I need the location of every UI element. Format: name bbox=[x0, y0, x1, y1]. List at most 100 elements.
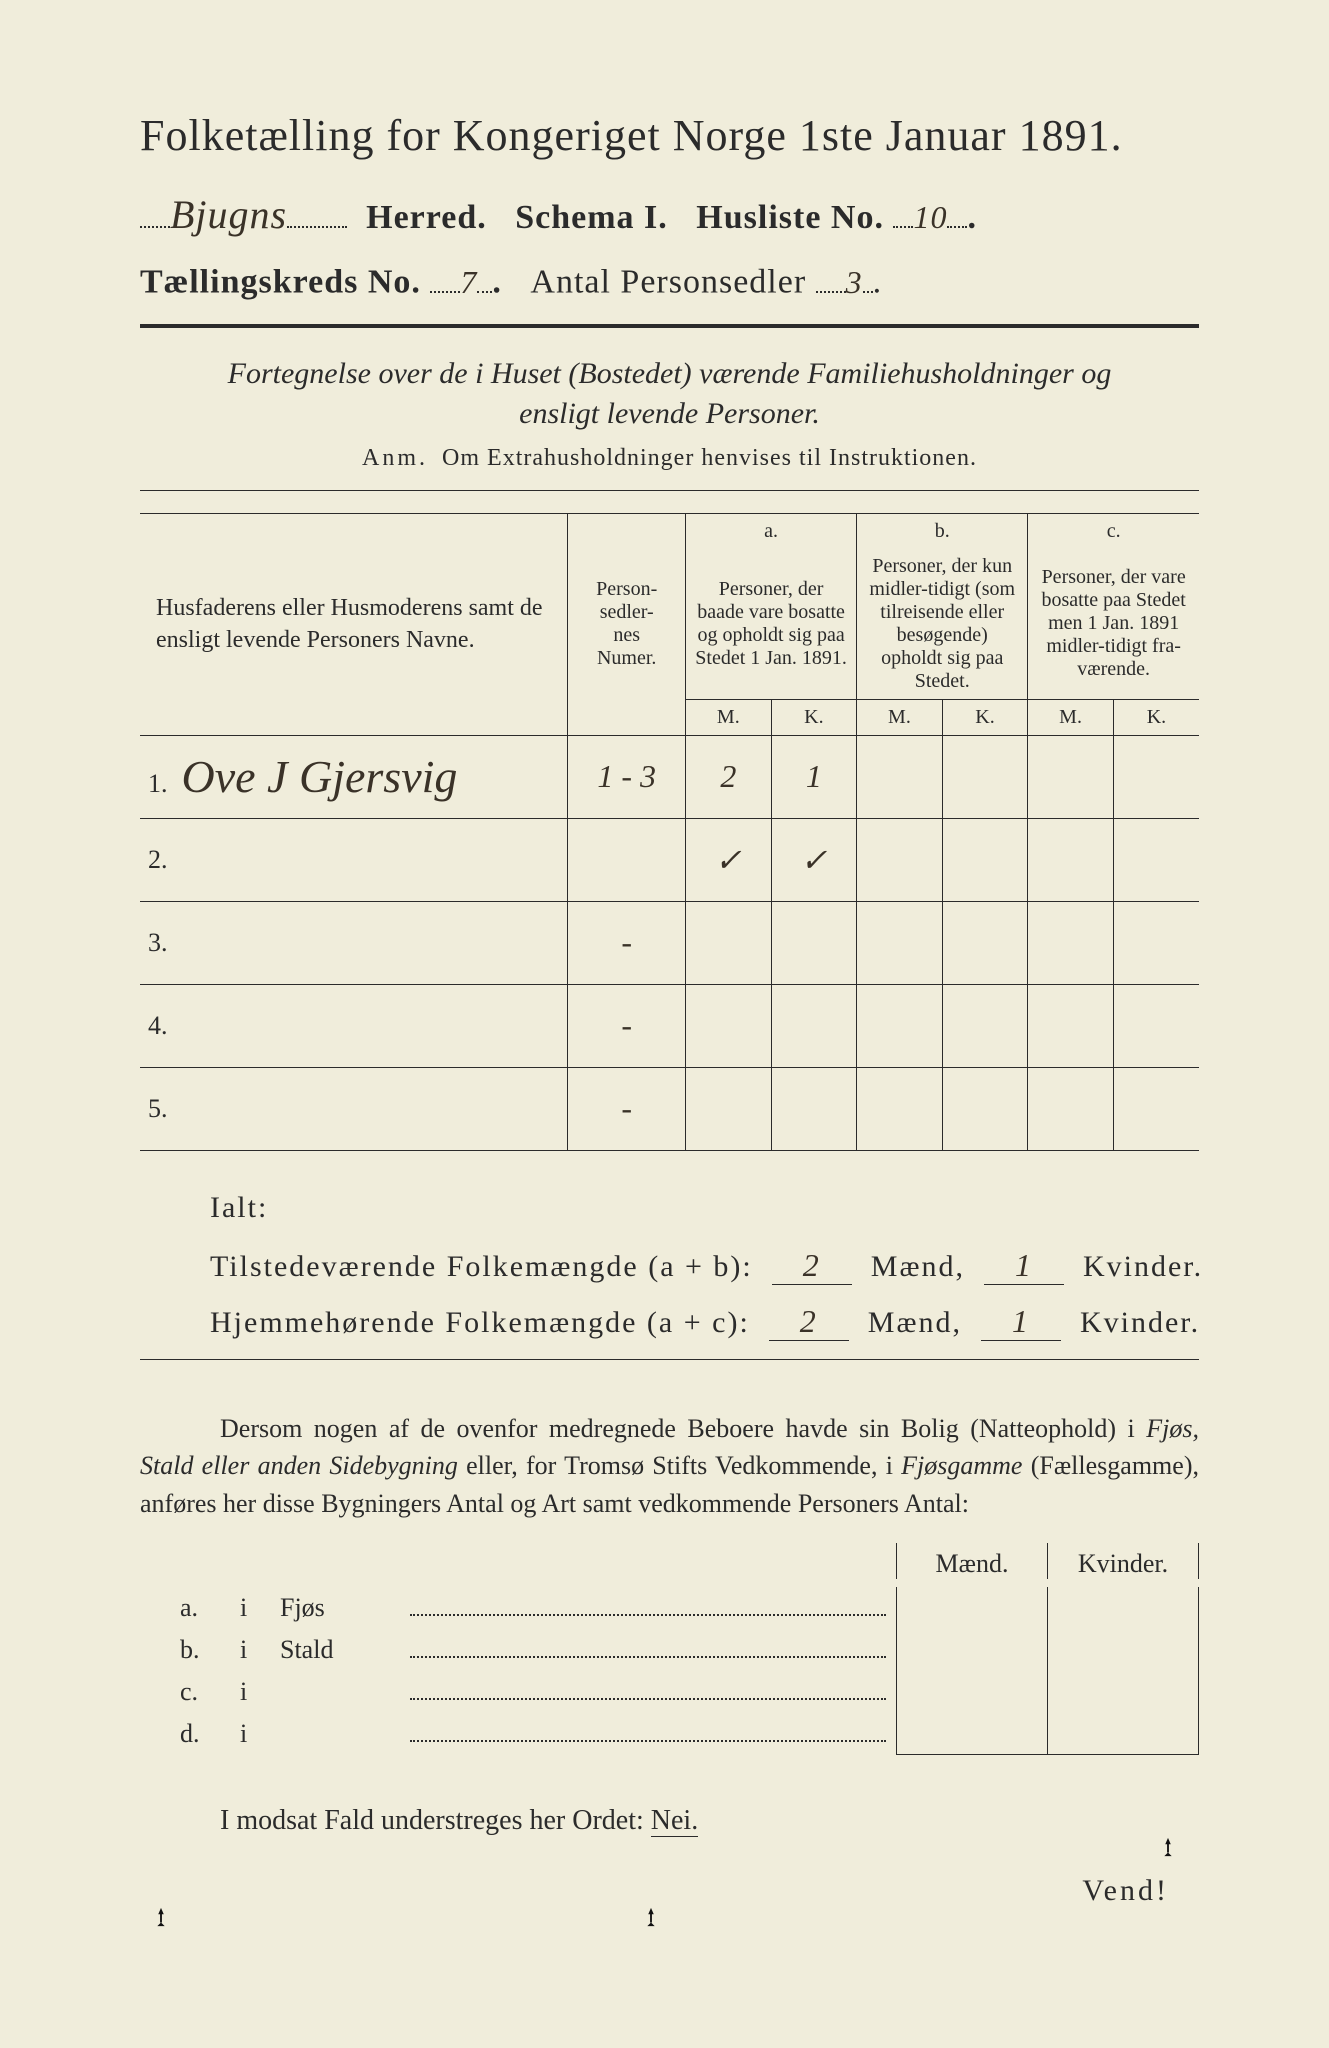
cell-c-k bbox=[1113, 818, 1199, 901]
byg-header: Mænd. Kvinder. bbox=[140, 1543, 1199, 1579]
cell-name: 1.Ove J Gjersvig bbox=[140, 735, 568, 818]
cell-c-m bbox=[1028, 818, 1114, 901]
cell-a-m: ✓ bbox=[686, 818, 772, 901]
cell-name: 5. bbox=[140, 1067, 568, 1150]
cell-a-k bbox=[771, 984, 857, 1067]
header-line-3: Tællingskreds No. 7. Antal Personsedler … bbox=[140, 260, 1199, 302]
th-num: Person- sedler- nes Numer. bbox=[568, 513, 686, 735]
main-table: Husfaderens eller Husmoderens samt de en… bbox=[140, 513, 1199, 1151]
cell-c-k bbox=[1113, 735, 1199, 818]
th-c-top: c. bbox=[1028, 513, 1199, 549]
anm-lead: Anm. bbox=[362, 445, 428, 471]
th-a-m: M. bbox=[686, 699, 772, 735]
rule-1 bbox=[140, 324, 1199, 328]
byg-row: c.i bbox=[140, 1671, 896, 1713]
nei-line: I modsat Fald understreges her Ordet: Ne… bbox=[140, 1805, 1199, 1837]
cell-name: 2. bbox=[140, 818, 568, 901]
cell-b-m bbox=[857, 735, 943, 818]
th-c-m: M. bbox=[1028, 699, 1114, 735]
cell-b-k bbox=[942, 818, 1028, 901]
cell-b-m bbox=[857, 818, 943, 901]
cell-c-m bbox=[1028, 901, 1114, 984]
cell-b-k bbox=[942, 735, 1028, 818]
cell-c-m bbox=[1028, 1067, 1114, 1150]
header-line-2: Bjugns Herred. Schema I. Husliste No. 10… bbox=[140, 191, 1199, 238]
census-form-page: Folketælling for Kongeriget Norge 1ste J… bbox=[0, 0, 1329, 2048]
cell-c-m bbox=[1028, 735, 1114, 818]
anm-line: Anm. Om Extrahusholdninger henvises til … bbox=[140, 445, 1199, 472]
cell-a-k: 1 bbox=[771, 735, 857, 818]
cell-b-m bbox=[857, 901, 943, 984]
cell-num: - bbox=[568, 984, 686, 1067]
cell-a-k bbox=[771, 901, 857, 984]
herred-handwritten: Bjugns bbox=[170, 191, 287, 238]
byg-box: a.iFjøsb.iStaldc.id.i bbox=[140, 1587, 1199, 1755]
cell-b-m bbox=[857, 984, 943, 1067]
l2-m: 2 bbox=[800, 1303, 818, 1340]
cell-a-k: ✓ bbox=[771, 818, 857, 901]
cell-c-k bbox=[1113, 984, 1199, 1067]
husliste-label: Husliste No. bbox=[696, 199, 884, 236]
cell-b-m bbox=[857, 1067, 943, 1150]
cell-a-k bbox=[771, 1067, 857, 1150]
schema-label: Schema I. bbox=[515, 199, 668, 236]
table-row: 1.Ove J Gjersvig1 - 321 bbox=[140, 735, 1199, 818]
ialt-label: Ialt: bbox=[210, 1191, 1199, 1225]
l1-m: 2 bbox=[803, 1247, 821, 1284]
cell-c-k bbox=[1113, 901, 1199, 984]
pin-icon bbox=[150, 1906, 172, 1928]
subtitle: Fortegnelse over de i Huset (Bostedet) v… bbox=[220, 354, 1120, 435]
kreds-label: Tællingskreds No. bbox=[140, 264, 421, 301]
sum-line-2: Hjemmehørende Folkemængde (a + c): 2 Mæn… bbox=[210, 1303, 1199, 1341]
byg-row: a.iFjøs bbox=[140, 1587, 896, 1629]
cell-name: 3. bbox=[140, 901, 568, 984]
cell-a-m bbox=[686, 984, 772, 1067]
th-b-k: K. bbox=[942, 699, 1028, 735]
table-row: 4.- bbox=[140, 984, 1199, 1067]
byg-row: b.iStald bbox=[140, 1629, 896, 1671]
th-b-top: b. bbox=[857, 513, 1028, 549]
cell-b-k bbox=[942, 984, 1028, 1067]
paragraph: Dersom nogen af de ovenfor medregnede Be… bbox=[140, 1410, 1199, 1523]
herred-label: Herred. bbox=[366, 199, 487, 236]
vend-label: Vend! bbox=[1082, 1874, 1169, 1908]
cell-name: 4. bbox=[140, 984, 568, 1067]
cell-num bbox=[568, 818, 686, 901]
l2-k: 1 bbox=[1012, 1303, 1030, 1340]
cell-num: - bbox=[568, 1067, 686, 1150]
rule-3 bbox=[140, 1359, 1199, 1360]
l1-k: 1 bbox=[1015, 1247, 1033, 1284]
table-row: 3.- bbox=[140, 901, 1199, 984]
table-row: 5.- bbox=[140, 1067, 1199, 1150]
cell-b-k bbox=[942, 901, 1028, 984]
cell-c-k bbox=[1113, 1067, 1199, 1150]
th-c: Personer, der vare bosatte paa Stedet me… bbox=[1028, 549, 1199, 700]
th-name: Husfaderens eller Husmoderens samt de en… bbox=[140, 513, 568, 735]
cell-num: - bbox=[568, 901, 686, 984]
th-a-top: a. bbox=[686, 513, 857, 549]
cell-b-k bbox=[942, 1067, 1028, 1150]
antal-handwritten: 3 bbox=[846, 264, 863, 301]
th-b-m: M. bbox=[857, 699, 943, 735]
page-title: Folketælling for Kongeriget Norge 1ste J… bbox=[140, 110, 1199, 161]
th-b: Personer, der kun midler-tidigt (som til… bbox=[857, 549, 1028, 700]
pin-icon bbox=[640, 1906, 662, 1928]
anm-rest: Om Extrahusholdninger henvises til Instr… bbox=[442, 445, 977, 471]
cell-c-m bbox=[1028, 984, 1114, 1067]
cell-a-m bbox=[686, 1067, 772, 1150]
cell-num: 1 - 3 bbox=[568, 735, 686, 818]
pin-icon bbox=[1157, 1836, 1179, 1858]
th-c-k: K. bbox=[1113, 699, 1199, 735]
th-a-k: K. bbox=[771, 699, 857, 735]
sum-line-1: Tilstedeværende Folkemængde (a + b): 2 M… bbox=[210, 1247, 1199, 1285]
table-row: 2. ✓✓ bbox=[140, 818, 1199, 901]
th-a: Personer, der baade vare bosatte og opho… bbox=[686, 549, 857, 700]
cell-a-m: 2 bbox=[686, 735, 772, 818]
byg-row: d.i bbox=[140, 1713, 896, 1755]
cell-a-m bbox=[686, 901, 772, 984]
rule-2 bbox=[140, 490, 1199, 491]
nei-word: Nei. bbox=[651, 1805, 698, 1837]
kreds-handwritten: 7 bbox=[460, 264, 477, 301]
husliste-handwritten: 10 bbox=[913, 199, 947, 236]
antal-label: Antal Personsedler bbox=[530, 264, 806, 301]
